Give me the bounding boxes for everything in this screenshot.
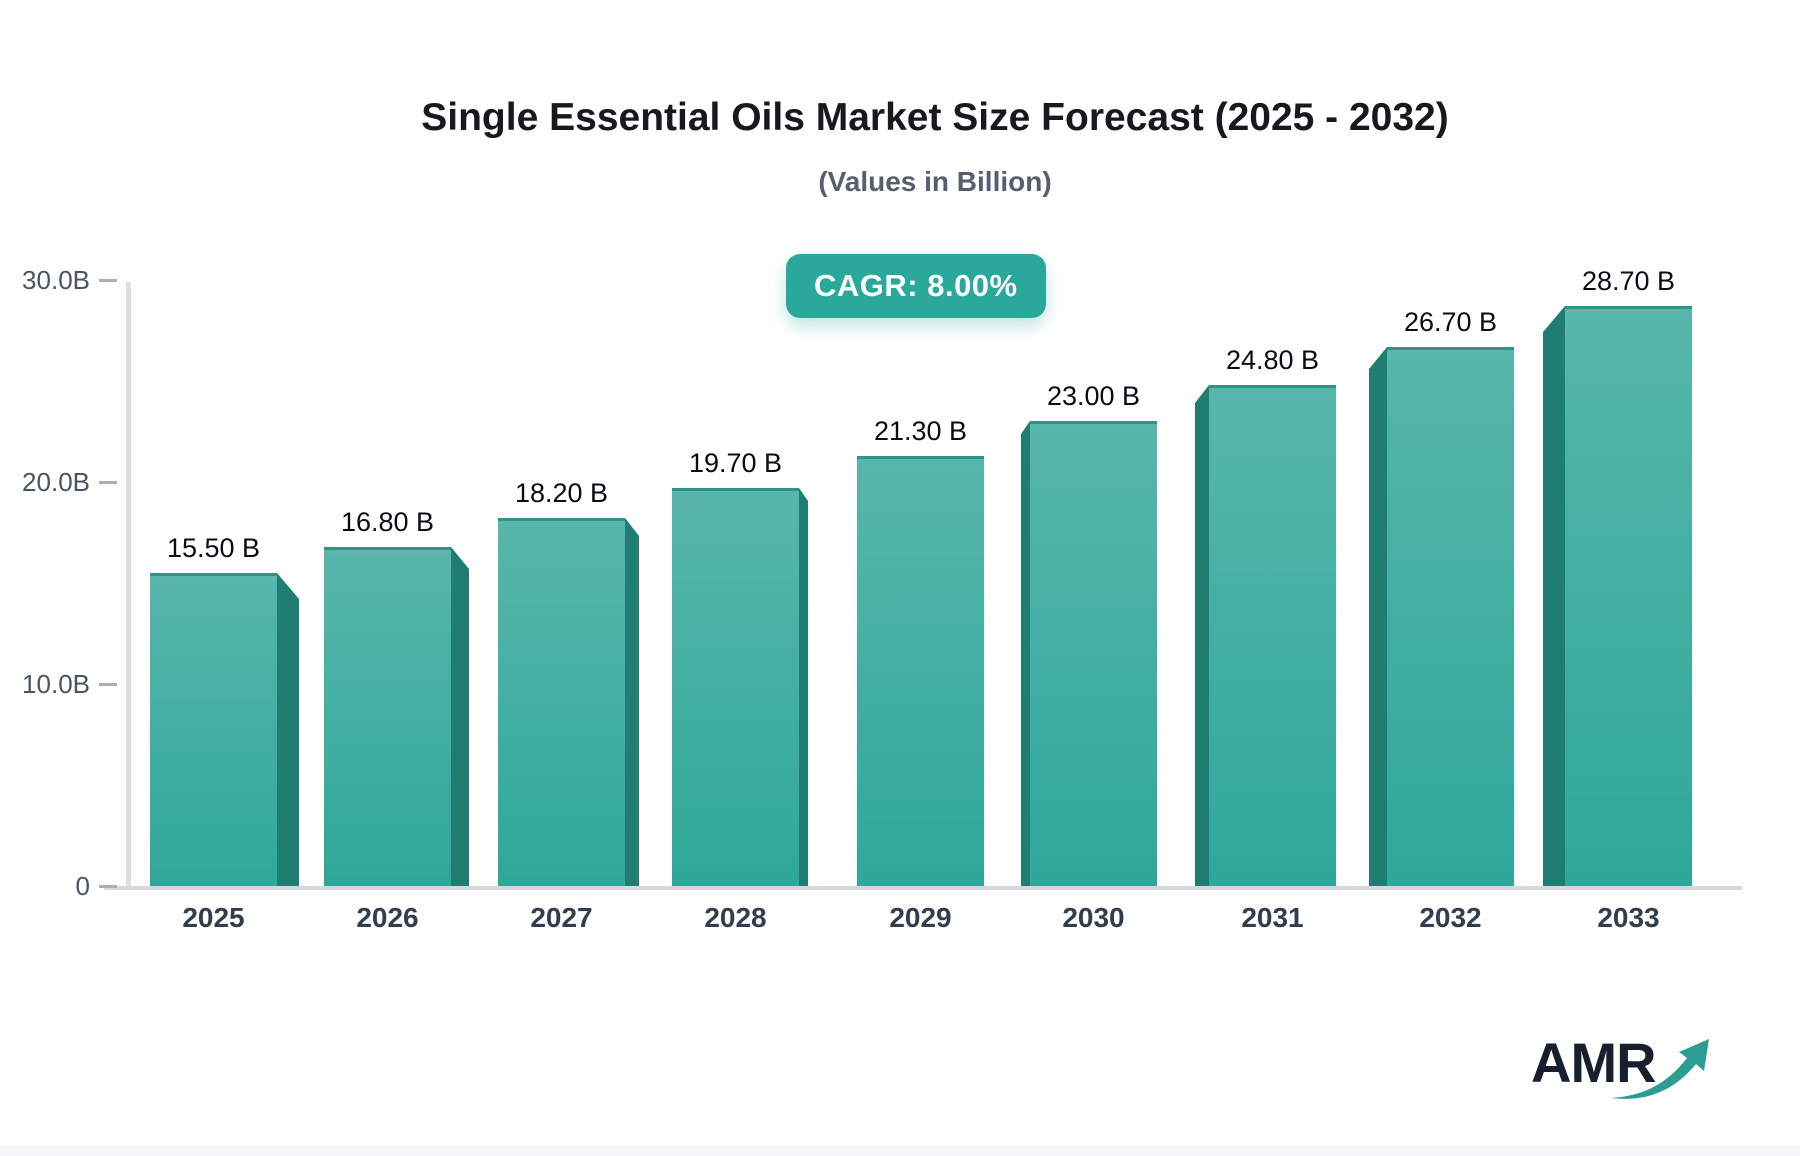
y-axis-tick-mark — [99, 683, 117, 686]
bar-group — [1195, 385, 1336, 886]
chart-header: Single Essential Oils Market Size Foreca… — [70, 0, 1800, 198]
brand-logo-text: AMR — [1531, 1031, 1657, 1094]
bar[interactable] — [1030, 421, 1157, 886]
x-axis-tick-label: 2028 — [704, 902, 767, 933]
x-axis-tick-label: 2033 — [1597, 902, 1660, 933]
bar-group — [857, 456, 984, 886]
y-axis-tick-mark — [99, 279, 117, 282]
bar-3d-side — [1369, 347, 1387, 886]
bar-value-label: 21.30 B — [873, 416, 968, 446]
brand-logo: AMR — [1531, 1030, 1731, 1110]
bar[interactable] — [324, 547, 451, 886]
bar[interactable] — [857, 456, 984, 886]
bar-group — [150, 573, 299, 886]
x-axis-line — [104, 886, 1742, 890]
bar-3d-side — [1195, 385, 1209, 886]
y-axis-tick-mark — [99, 885, 117, 888]
bar-3d-side — [799, 488, 808, 886]
bar[interactable] — [1209, 385, 1336, 886]
bottom-border-strip — [0, 1146, 1800, 1156]
bar-value-label: 28.70 B — [1581, 266, 1676, 296]
bar-3d-side — [451, 547, 469, 886]
bar-3d-side — [1543, 306, 1565, 886]
x-axis-tick-label: 2031 — [1241, 902, 1304, 933]
x-axis-tick-label: 2029 — [889, 902, 952, 933]
bar-value-label: 18.20 B — [514, 478, 609, 508]
bar-value-label: 23.00 B — [1046, 381, 1141, 411]
y-axis-tick-label: 10.0B — [22, 669, 90, 699]
bar-group — [324, 547, 469, 886]
y-axis-tick-mark — [99, 481, 117, 484]
bar-group — [498, 518, 639, 886]
bar-3d-side — [1021, 421, 1030, 886]
x-axis-tick-label: 2027 — [530, 902, 593, 933]
x-axis-tick-label: 2030 — [1062, 902, 1125, 933]
y-axis-line — [126, 282, 131, 888]
bar[interactable] — [498, 518, 625, 886]
bar[interactable] — [150, 573, 277, 886]
bar-value-label: 19.70 B — [688, 448, 783, 478]
bar-value-label: 16.80 B — [340, 507, 435, 537]
page-subtitle: (Values in Billion) — [818, 166, 1052, 197]
x-axis-tick-label: 2025 — [182, 902, 245, 933]
bar-3d-side — [625, 518, 639, 886]
x-axis-tick-label: 2026 — [356, 902, 419, 933]
y-axis-tick-label: 30.0B — [22, 265, 90, 295]
x-axis-tick-label: 2032 — [1419, 902, 1482, 933]
bar[interactable] — [1565, 306, 1692, 886]
y-axis-tick-label: 0 — [75, 871, 90, 901]
page-title: Single Essential Oils Market Size Foreca… — [421, 96, 1449, 139]
cagr-badge: CAGR: 8.00% — [786, 254, 1046, 318]
bar-3d-side — [277, 573, 299, 886]
bar-value-label: 15.50 B — [166, 533, 261, 563]
bar[interactable] — [1387, 347, 1514, 886]
bar-value-label: 24.80 B — [1225, 345, 1320, 375]
y-axis-tick-label: 20.0B — [22, 467, 90, 497]
bar-group — [672, 488, 808, 886]
growth-arrow-icon — [1611, 1039, 1709, 1099]
bar-group — [1369, 347, 1514, 886]
bar-group — [1543, 306, 1692, 886]
bar[interactable] — [672, 488, 799, 886]
bar-value-label: 26.70 B — [1403, 307, 1498, 337]
bar-group — [1021, 421, 1157, 886]
